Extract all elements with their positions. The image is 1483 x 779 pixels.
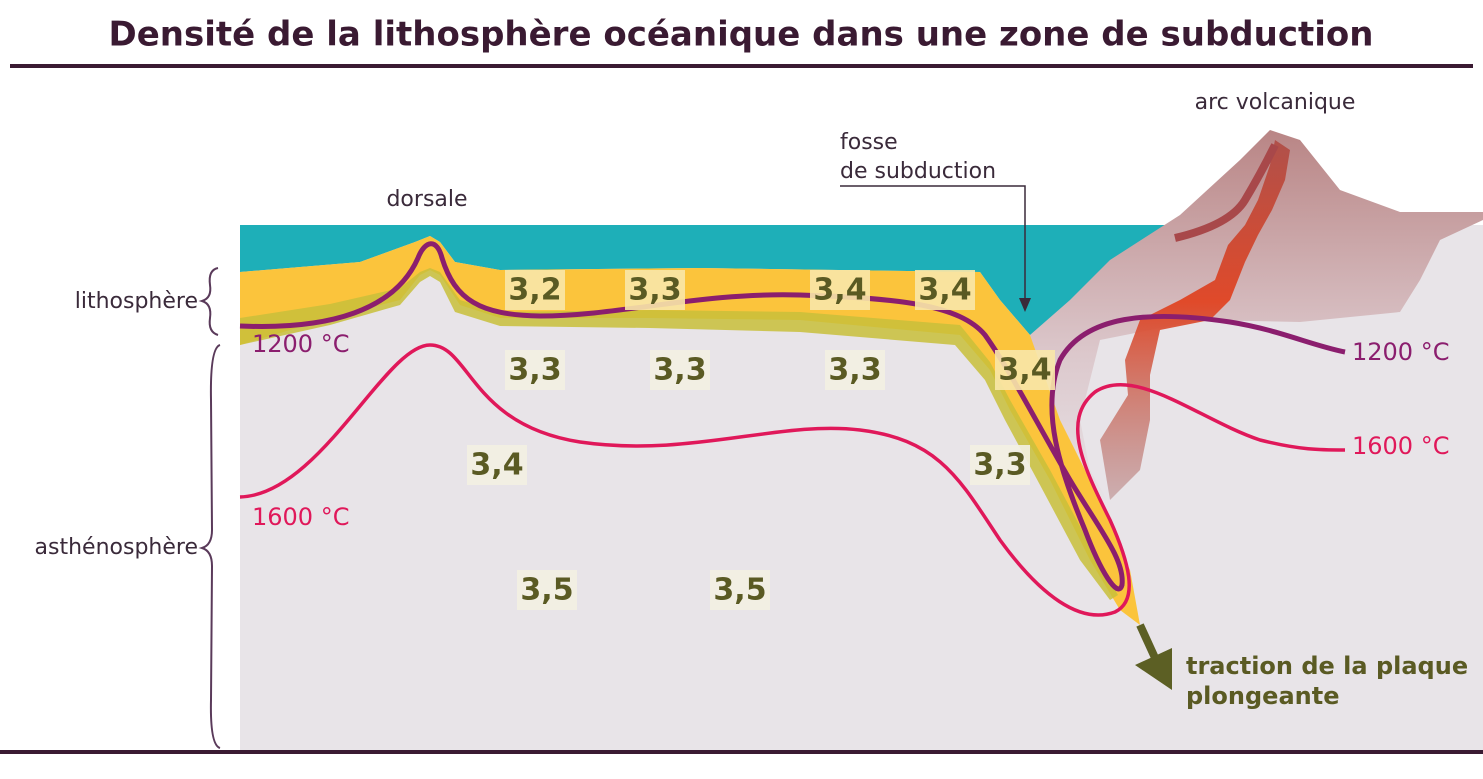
slab-pull-label: plongeante bbox=[1186, 682, 1339, 710]
ocean bbox=[240, 225, 1190, 335]
slab-pull-label: traction de la plaque bbox=[1186, 652, 1468, 680]
isotherm-label: 1600 °C bbox=[252, 503, 349, 531]
density-box bbox=[915, 270, 975, 310]
trench-leader bbox=[840, 185, 1026, 300]
density-box bbox=[710, 570, 770, 610]
lithosphere-brace bbox=[198, 267, 219, 336]
ridge-label: dorsale bbox=[386, 187, 467, 212]
density-value: 3,3 bbox=[653, 353, 706, 388]
density-box bbox=[505, 270, 565, 310]
density-value: 3,5 bbox=[713, 573, 766, 608]
isotherm-label: 1600 °C bbox=[1352, 432, 1449, 460]
density-box bbox=[970, 445, 1030, 485]
density-value: 3,3 bbox=[828, 353, 881, 388]
trench-label: fosse bbox=[840, 130, 898, 155]
trench-arrowhead bbox=[1019, 298, 1031, 312]
density-box bbox=[810, 270, 870, 310]
density-value: 3,5 bbox=[520, 573, 573, 608]
density-value: 3,3 bbox=[508, 353, 561, 388]
magma-vein bbox=[1174, 143, 1279, 242]
asthenosphere-label: asthénosphère bbox=[35, 535, 198, 560]
density-box bbox=[650, 350, 710, 390]
density-value: 3,4 bbox=[470, 448, 523, 483]
density-value: 3,4 bbox=[813, 273, 866, 308]
bottom-rule bbox=[0, 750, 1483, 754]
density-box bbox=[825, 350, 885, 390]
arc-label: arc volcanique bbox=[1195, 90, 1356, 115]
density-value: 3,4 bbox=[918, 273, 971, 308]
trench-label: de subduction bbox=[840, 159, 996, 184]
isotherm-label: 1200 °C bbox=[252, 330, 349, 358]
lithosphere-label: lithosphère bbox=[75, 289, 198, 314]
arrow-head bbox=[1135, 648, 1172, 690]
density-box bbox=[505, 350, 565, 390]
density-value: 3,3 bbox=[628, 273, 681, 308]
density-value: 3,2 bbox=[508, 273, 561, 308]
overriding-plate bbox=[1030, 130, 1483, 505]
top-rule bbox=[10, 64, 1473, 68]
isotherm-1600 bbox=[239, 343, 1346, 617]
density-box bbox=[467, 445, 527, 485]
density-box bbox=[995, 350, 1055, 390]
density-box bbox=[625, 270, 685, 310]
density-box bbox=[517, 570, 577, 610]
asthenosphere-brace bbox=[198, 344, 221, 749]
density-value: 3,4 bbox=[998, 353, 1051, 388]
title: Densité de la lithosphère océanique dans… bbox=[109, 15, 1374, 55]
density-value: 3,3 bbox=[973, 448, 1026, 483]
isotherm-label: 1200 °C bbox=[1352, 338, 1449, 366]
arrow-shaft bbox=[1136, 623, 1160, 662]
